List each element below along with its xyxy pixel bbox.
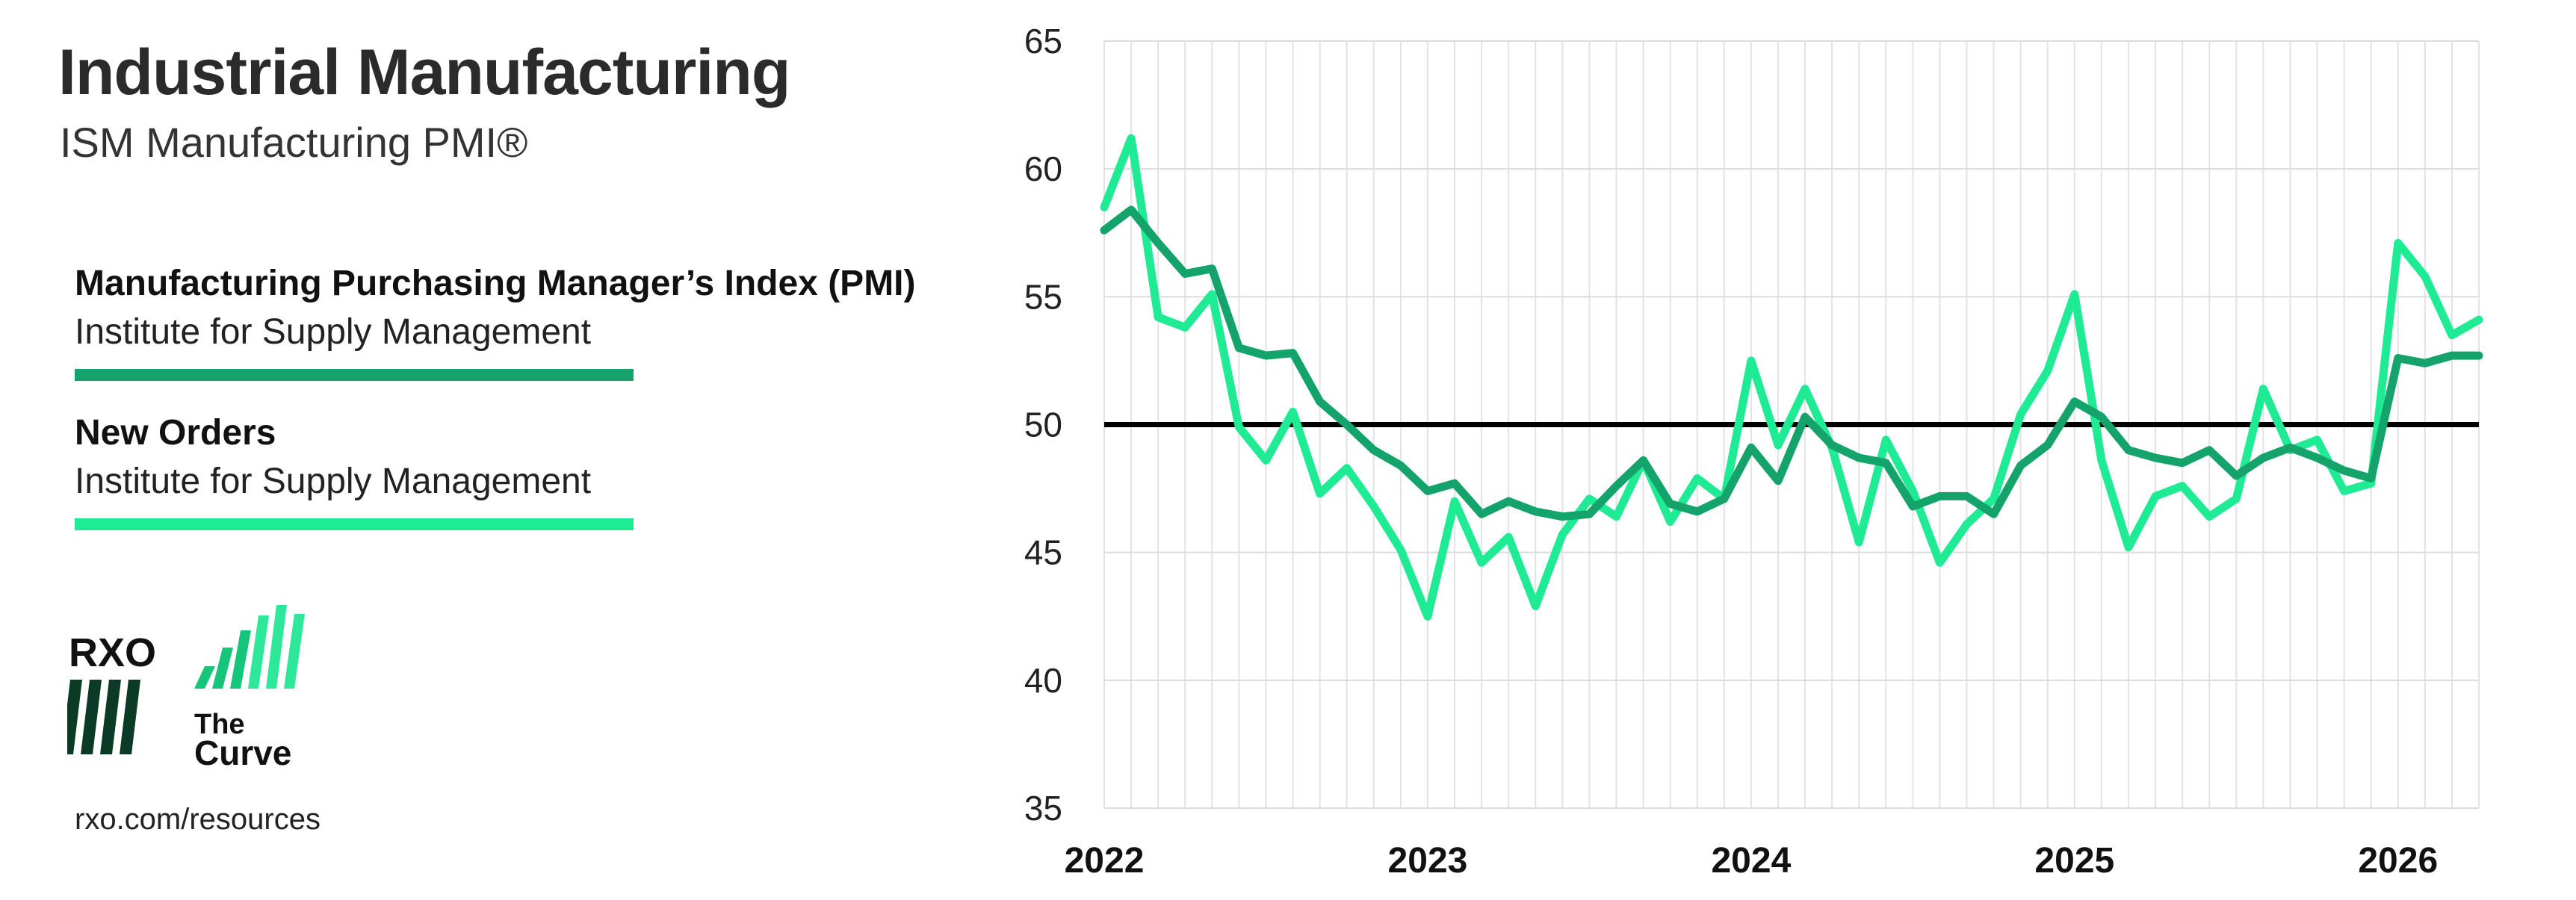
pmi-line-chart: 65 60 55 50 45 40 35 2022 2023 2024 2025 2026: [1024, 22, 2483, 881]
series-line-new-orders: [1100, 134, 2483, 621]
x-axis-ticks: 2022 2023 2024 2025 2026: [1065, 841, 2439, 881]
y-tick-label: 35: [1024, 789, 1062, 828]
legend-series-source: Institute for Supply Management: [75, 312, 592, 352]
logo-green-stripe: [230, 630, 251, 689]
footer-url[interactable]: rxo.com/resources: [75, 803, 321, 836]
logo-green-stripe: [284, 614, 305, 689]
y-tick-label: 40: [1024, 661, 1062, 700]
logo-product-line1: The: [194, 709, 245, 740]
series-lines: [1100, 134, 2483, 621]
y-tick-label: 45: [1024, 533, 1062, 572]
legend-series-source: Institute for Supply Management: [75, 462, 592, 501]
logo-dark-stripe: [67, 680, 82, 754]
page-subtitle: ISM Manufacturing PMI®: [60, 119, 528, 166]
legend-series-name: New Orders: [75, 413, 276, 453]
legend-swatch-pmi: [75, 369, 634, 381]
logo-green-stripe: [212, 648, 233, 689]
logo-green-stripe: [266, 605, 287, 689]
legend-item-new-orders: New Orders Institute for Supply Manageme…: [75, 412, 634, 530]
x-tick-label: 2025: [2034, 841, 2114, 881]
y-axis-ticks: 65 60 55 50 45 40 35: [1024, 22, 1062, 828]
x-tick-label: 2024: [1711, 841, 1791, 881]
rxo-the-curve-logo: RXO The Curve: [67, 605, 305, 772]
logo-green-stripes-icon: [194, 605, 305, 689]
page-title: Industrial Manufacturing: [58, 37, 790, 108]
legend-item-pmi: Manufacturing Purchasing Manager’s Index…: [75, 263, 916, 381]
y-tick-label: 50: [1024, 406, 1062, 444]
x-tick-label: 2026: [2358, 841, 2438, 881]
logo-brand-text: RXO: [69, 630, 156, 675]
logo-dark-stripe: [81, 680, 102, 754]
y-tick-label: 55: [1024, 277, 1062, 316]
logo-dark-stripe: [100, 680, 121, 754]
x-tick-label: 2023: [1388, 841, 1468, 881]
series-line-pmi: [1100, 205, 2483, 521]
logo-dark-stripe: [120, 680, 140, 754]
y-tick-label: 60: [1024, 149, 1062, 188]
y-tick-label: 65: [1024, 22, 1062, 60]
legend-swatch-new-orders: [75, 518, 634, 530]
logo-product-line2: Curve: [194, 733, 291, 772]
x-tick-label: 2022: [1065, 841, 1145, 881]
logo-dark-stripes-icon: [67, 680, 140, 754]
logo-green-stripe: [194, 666, 215, 689]
logo-green-stripe: [248, 615, 269, 689]
left-panel: Industrial Manufacturing ISM Manufacturi…: [0, 0, 986, 900]
legend-series-name: Manufacturing Purchasing Manager’s Index…: [75, 264, 916, 303]
